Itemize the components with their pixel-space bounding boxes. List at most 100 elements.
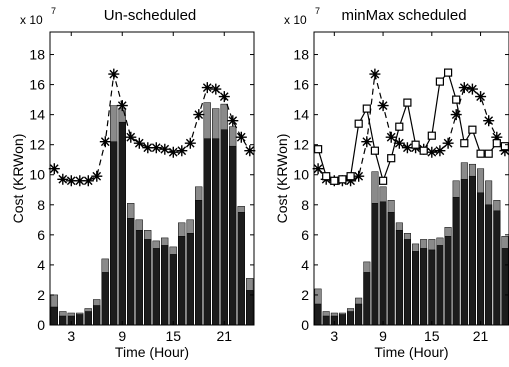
dark-bar-4: [76, 314, 84, 326]
star-marker-16: [434, 145, 446, 157]
star-marker-8: [108, 68, 120, 80]
star-marker-18: [193, 109, 205, 121]
dark-bar-2: [322, 315, 330, 326]
star-marker-9: [377, 100, 389, 112]
star-marker-6: [91, 170, 103, 182]
axis-multiplier: x 10: [284, 13, 307, 27]
star-marker-15: [167, 146, 179, 158]
dark-bar-11: [135, 230, 143, 326]
y-tick-label: 6: [37, 227, 45, 243]
dark-bar-11: [395, 230, 403, 326]
star-marker-24: [499, 145, 509, 157]
dark-bar-24: [501, 248, 509, 326]
y-tick-label: 10: [29, 167, 45, 183]
star-marker-8: [369, 68, 381, 80]
y-tick-label: 12: [293, 137, 309, 153]
dark-bar-22: [229, 145, 237, 326]
x-axis-label: Time (Hour): [374, 344, 448, 360]
y-tick-label: 18: [29, 47, 45, 63]
star-marker-12: [142, 142, 154, 154]
dark-bar-18: [195, 200, 203, 326]
y-tick-label: 0: [301, 317, 309, 333]
dark-bar-19: [460, 179, 468, 326]
dark-bar-24: [246, 290, 254, 326]
y-tick-label: 2: [301, 287, 309, 303]
star-marker-21: [218, 91, 230, 103]
star-marker-5: [82, 175, 94, 187]
dark-bar-10: [127, 218, 135, 326]
x-tick-label: 21: [216, 328, 232, 344]
x-tick-label: 15: [424, 328, 440, 344]
star-marker-12: [401, 142, 413, 154]
axes-frame: [313, 31, 509, 326]
y-tick-label: 6: [301, 227, 309, 243]
dark-bar-22: [485, 204, 493, 326]
x-tick-label: 9: [379, 328, 387, 344]
chart-title: Un-scheduled: [104, 7, 197, 24]
star-marker-23: [491, 131, 503, 143]
star-marker-24: [244, 145, 256, 157]
dark-bar-1: [50, 306, 58, 326]
square-marker-16: [435, 77, 444, 86]
star-marker-7: [361, 136, 373, 148]
star-marker-9: [116, 100, 128, 112]
dark-bar-12: [403, 239, 411, 326]
square-marker-10: [387, 154, 396, 163]
star-marker-16: [176, 145, 188, 157]
x-tick-label: 9: [118, 328, 126, 344]
star-marker-15: [426, 146, 438, 158]
axis-multiplier-exponent: 7: [315, 6, 320, 16]
dark-bar-16: [436, 245, 444, 326]
y-tick-label: 2: [37, 287, 45, 303]
x-tick-label: 15: [165, 328, 181, 344]
dark-bar-19: [203, 138, 211, 326]
star-marker-17: [442, 137, 454, 149]
dark-bar-23: [493, 210, 501, 326]
panel-minmax-scheduled: 0 2 4 6 8 10 12 14 16 18 3 9 15 21 Time (Hour) Cost (KR…: [274, 6, 509, 360]
y-tick-label: 12: [29, 137, 45, 153]
star-marker-5: [345, 175, 357, 187]
y-tick-label: 18: [293, 47, 309, 63]
star-marker-10: [125, 131, 137, 143]
square-marker-18: [452, 95, 461, 104]
axis-multiplier-exponent: 7: [51, 6, 56, 16]
chart-title: minMax scheduled: [341, 7, 466, 24]
square-marker-22: [484, 149, 493, 158]
square-marker-13: [411, 140, 420, 149]
x-tick-label: 21: [473, 328, 489, 344]
dark-bar-6: [93, 305, 101, 326]
star-marker-3: [65, 175, 77, 187]
y-axis-label: Cost (KRWon): [10, 134, 26, 224]
panel-unscheduled: 0 2 4 6 8 10 12 14 16 18 3 9 15 21 Time (Hour) Cost (KR…: [10, 6, 256, 360]
star-marker-11: [393, 137, 405, 149]
dark-bar-14: [420, 248, 428, 326]
dark-bar-5: [84, 311, 92, 326]
dark-bar-7: [363, 272, 371, 326]
dark-bar-17: [444, 236, 452, 326]
star-marker-22: [227, 115, 239, 127]
star-marker-13: [150, 142, 162, 154]
square-marker-23: [492, 139, 501, 148]
star-marker-19: [201, 82, 213, 94]
dark-bar-20: [212, 138, 220, 326]
square-marker-19: [460, 139, 469, 148]
star-marker-22: [483, 115, 495, 127]
dark-bar-10: [387, 212, 395, 326]
square-marker-20: [468, 125, 477, 134]
y-tick-label: 16: [29, 77, 45, 93]
dark-bar-8: [110, 141, 118, 326]
dark-bar-13: [152, 248, 160, 326]
dark-bar-17: [186, 233, 194, 326]
dashed-star-line: [317, 73, 506, 182]
y-tick-label: 14: [29, 107, 45, 123]
star-marker-7: [99, 136, 111, 148]
square-marker-9: [379, 176, 388, 185]
square-marker-8: [370, 146, 379, 155]
star-marker-11: [133, 137, 145, 149]
y-tick-label: 10: [293, 167, 309, 183]
square-marker-4: [338, 175, 347, 184]
x-tick-label: 3: [67, 328, 75, 344]
y-tick-label: 0: [37, 317, 45, 333]
square-marker-15: [427, 131, 436, 140]
star-marker-23: [235, 131, 247, 143]
